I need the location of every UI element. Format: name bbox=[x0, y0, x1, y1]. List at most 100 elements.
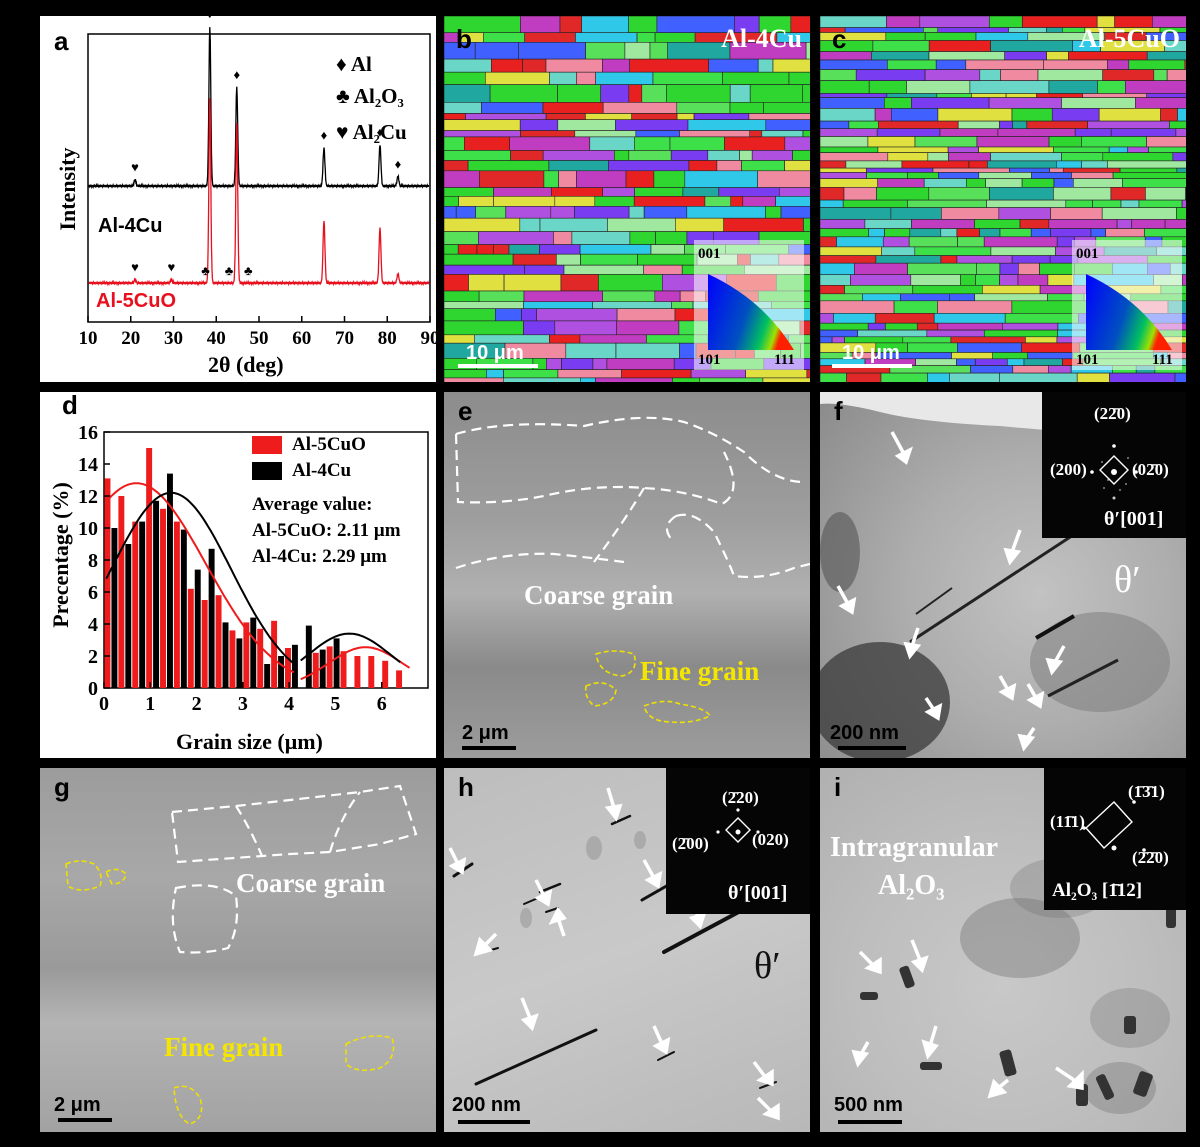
ebsd-grain bbox=[820, 274, 851, 286]
ebsd-grain bbox=[679, 130, 751, 138]
ebsd-grain bbox=[482, 32, 526, 43]
ebsd-grain bbox=[1151, 16, 1186, 28]
ebsd-grain bbox=[576, 170, 627, 188]
coarse-grain-label: Coarse grain bbox=[524, 580, 674, 610]
ebsd-grain bbox=[923, 27, 939, 33]
ebsd-grain bbox=[649, 41, 669, 60]
ebsd-grain bbox=[887, 152, 929, 162]
panel-label-a: a bbox=[54, 26, 69, 56]
hist-bar bbox=[187, 588, 194, 688]
legend-al-text: Al bbox=[350, 52, 372, 76]
saed-inset-f: (22̄0) (200) (02̄0) θ′[001] bbox=[1042, 392, 1186, 538]
ebsd-grain bbox=[444, 217, 521, 232]
ebsd-grain bbox=[907, 172, 939, 179]
hist-bar bbox=[229, 630, 236, 688]
hist-bar bbox=[250, 617, 257, 688]
legend-al2o3-text: Al₂O₃ bbox=[353, 84, 404, 108]
ebsd-grain bbox=[654, 32, 696, 43]
ebsd-grain bbox=[1172, 152, 1186, 162]
ebsd-grain bbox=[780, 206, 810, 219]
ebsd-grain bbox=[1101, 207, 1177, 220]
ebsd-grain bbox=[524, 32, 576, 43]
average-title: Average value: bbox=[252, 494, 373, 515]
ebsd-grain bbox=[803, 217, 810, 232]
ebsd-grain bbox=[444, 369, 487, 379]
scale-bar-b bbox=[458, 364, 538, 368]
ebsd-grain bbox=[765, 119, 810, 131]
ebsd-grain bbox=[893, 300, 938, 314]
al2o3-label: Al₂O₃ bbox=[878, 870, 945, 901]
ebsd-b-title: Al-4Cu bbox=[721, 24, 802, 53]
ebsd-grain bbox=[465, 113, 547, 120]
ipf-triangle-icon bbox=[1086, 274, 1172, 350]
ebsd-grain bbox=[784, 160, 810, 172]
ebsd-grain bbox=[1166, 69, 1186, 81]
ebsd-grain bbox=[478, 170, 545, 188]
ebsd-grain bbox=[576, 71, 596, 85]
ebsd-grain bbox=[444, 308, 496, 322]
ebsd-grain bbox=[635, 130, 680, 138]
panel-f-tem: f (22̄0) (200) (02̄0) θ′[001] θ′ 200 nm bbox=[820, 392, 1186, 758]
average-al5cuo: Al-5CuO: 2.11 μm bbox=[252, 520, 401, 541]
ipf-111: 111 bbox=[1152, 352, 1173, 368]
ebsd-grain bbox=[1061, 97, 1136, 109]
ebsd-grain bbox=[505, 206, 552, 219]
ebsd-map-b bbox=[444, 16, 810, 382]
hist-ytick-label: 0 bbox=[88, 678, 98, 700]
ebsd-grain bbox=[908, 236, 958, 248]
ebsd-grain bbox=[1008, 27, 1047, 33]
xrd-marker: ♥ bbox=[168, 259, 176, 274]
ebsd-grain bbox=[875, 255, 942, 264]
ebsd-grain bbox=[476, 244, 494, 255]
ebsd-grain bbox=[553, 231, 573, 245]
ebsd-grain bbox=[820, 187, 845, 201]
ebsd-grain bbox=[684, 170, 759, 188]
ebsd-grain bbox=[444, 58, 492, 73]
xrd-marker: ♥ bbox=[131, 160, 139, 175]
ebsd-grain bbox=[682, 187, 719, 197]
ebsd-grain bbox=[542, 102, 604, 114]
coarse-grain-label-g: Coarse grain bbox=[236, 868, 386, 898]
ebsd-grain bbox=[493, 187, 552, 197]
ebsd-grain bbox=[1018, 262, 1040, 275]
hist-bar bbox=[139, 521, 146, 688]
ebsd-grain bbox=[1004, 51, 1047, 61]
panel-b-ebsd-map: b Al-4Cu 001 101 111 10 μm bbox=[444, 16, 810, 382]
ebsd-grain bbox=[999, 372, 1078, 382]
panel-c-ebsd-map: c Al-5CuO 001 101 111 10 μm bbox=[820, 16, 1186, 382]
ebsd-grain bbox=[581, 16, 629, 34]
fine-grain-label: Fine grain bbox=[640, 656, 760, 686]
ebsd-grain bbox=[444, 320, 524, 336]
saed-f-right: (02̄0) bbox=[1132, 460, 1169, 479]
scale-bar-f bbox=[838, 746, 906, 750]
hist-xtick-label: 2 bbox=[192, 693, 202, 715]
panel-i-tem: i Intragranular Al₂O₃ (1̄3̄1) (11̄1) (2̄… bbox=[820, 768, 1186, 1132]
ebsd-grain bbox=[872, 40, 930, 52]
ebsd-grain bbox=[820, 108, 876, 122]
ebsd-grain bbox=[1090, 228, 1106, 238]
ebsd-grain bbox=[1148, 146, 1186, 153]
ebsd-grain bbox=[628, 206, 645, 219]
ebsd-grain bbox=[1102, 69, 1155, 81]
xrd-curve-al-4cu bbox=[88, 27, 430, 190]
ebsd-grain bbox=[1019, 219, 1050, 229]
ebsd-grain bbox=[602, 290, 656, 303]
hist-ytick-label: 12 bbox=[78, 486, 98, 508]
ebsd-grain bbox=[820, 255, 877, 264]
ebsd-grain bbox=[672, 377, 700, 382]
hist-bar bbox=[104, 478, 111, 688]
hist-ytick-label: 16 bbox=[78, 422, 98, 444]
hist-bar bbox=[264, 664, 271, 688]
ebsd-grain bbox=[940, 228, 958, 238]
hist-bar bbox=[201, 600, 208, 688]
ebsd-grain bbox=[1009, 167, 1050, 173]
ebsd-grain bbox=[548, 160, 609, 172]
ebsd-grain bbox=[503, 369, 559, 379]
ebsd-grain bbox=[842, 199, 908, 208]
hist-ytick-label: 10 bbox=[78, 518, 98, 540]
ebsd-grain bbox=[936, 93, 972, 98]
ebsd-grain bbox=[876, 187, 930, 201]
hist-bar bbox=[222, 622, 229, 688]
scale-label-h: 200 nm bbox=[452, 1094, 521, 1116]
ebsd-grain bbox=[820, 246, 883, 256]
